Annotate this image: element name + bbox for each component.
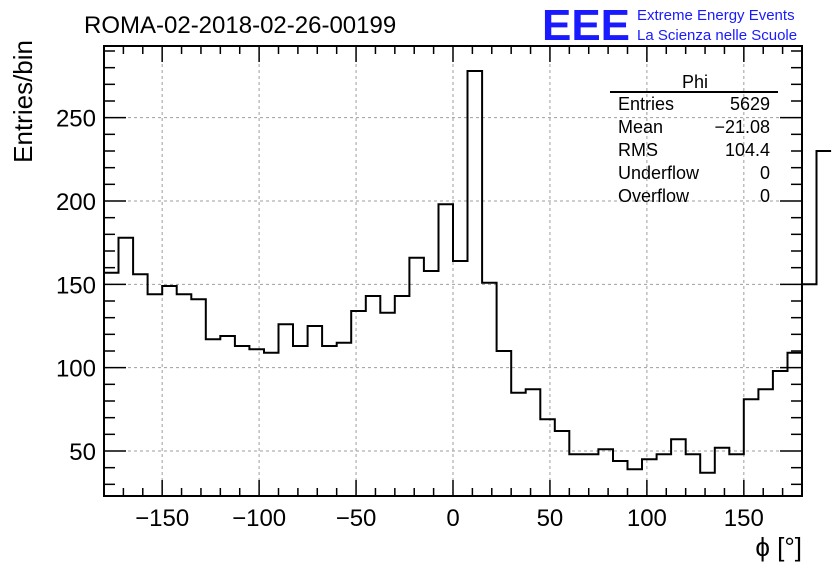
stats-label: RMS xyxy=(618,140,658,160)
y-tick-labels: 50 100 150 200 250 xyxy=(56,106,96,466)
brand-line-1: Extreme Energy Events xyxy=(637,7,795,24)
axis-ticks xyxy=(103,46,803,496)
stats-value: 104.4 xyxy=(725,140,770,160)
grid-lines xyxy=(104,46,802,496)
y-tick-label: 250 xyxy=(56,106,96,133)
y-tick-label: 150 xyxy=(56,272,96,299)
x-tick-label: 50 xyxy=(537,505,564,532)
y-axis-label: Entries/bin xyxy=(8,40,38,163)
x-tick-label: 150 xyxy=(724,505,764,532)
x-tick-label: 0 xyxy=(446,505,459,532)
stats-value: −21.08 xyxy=(714,117,770,137)
y-tick-label: 200 xyxy=(56,189,96,216)
stats-value: 0 xyxy=(760,186,770,206)
x-tick-label: −100 xyxy=(232,505,286,532)
chart-title: ROMA-02-2018-02-26-00199 xyxy=(84,12,396,39)
stats-label: Underflow xyxy=(618,163,700,183)
x-tick-label: 100 xyxy=(627,505,667,532)
x-tick-label: −150 xyxy=(135,505,189,532)
x-tick-label: −50 xyxy=(336,505,377,532)
histogram-line xyxy=(104,70,832,474)
stats-value: 0 xyxy=(760,163,770,183)
y-tick-label: 100 xyxy=(56,356,96,383)
stats-value: 5629 xyxy=(730,94,770,114)
x-axis-label: ϕ [°] xyxy=(755,532,802,562)
stats-label: Mean xyxy=(618,117,663,137)
x-tick-labels: −150 −100 −50 0 50 100 150 xyxy=(135,505,764,532)
y-tick-label: 50 xyxy=(69,439,96,466)
stats-box: Phi Entries 5629 Mean −21.08 RMS 104.4 U… xyxy=(610,72,778,206)
stats-label: Entries xyxy=(618,94,674,114)
plot-frame xyxy=(103,45,803,497)
stats-label: Overflow xyxy=(618,186,690,206)
eee-logo: EEE xyxy=(542,1,630,50)
stats-title: Phi xyxy=(682,72,708,92)
brand-line-2: La Scienza nelle Scuole xyxy=(637,27,797,44)
